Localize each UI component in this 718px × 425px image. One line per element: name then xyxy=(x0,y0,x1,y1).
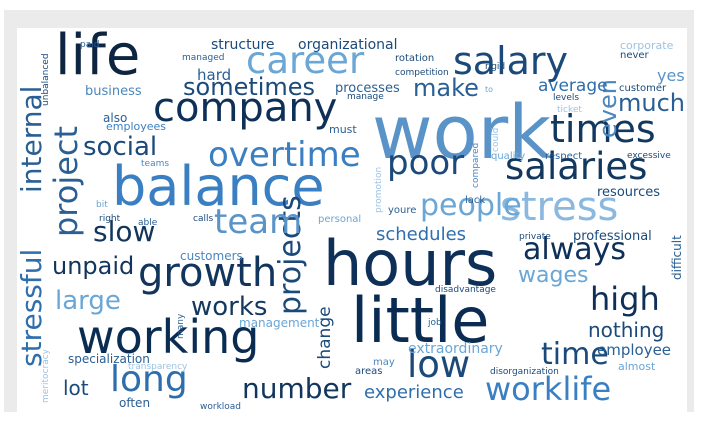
cloud-word: many xyxy=(176,313,186,339)
cloud-word: areas xyxy=(355,366,383,377)
cloud-word: long xyxy=(110,359,188,400)
cloud-word: resources xyxy=(597,185,661,200)
cloud-word: workload xyxy=(200,402,242,412)
cloud-word: management xyxy=(239,316,320,330)
cloud-word: disorganization xyxy=(490,367,559,377)
cloud-word: little xyxy=(351,284,490,357)
cloud-word: employees xyxy=(106,120,167,133)
cloud-word: worklife xyxy=(485,370,612,408)
cloud-word: sometimes xyxy=(183,73,316,101)
cloud-word: average xyxy=(538,76,608,96)
cloud-word: disadvantage xyxy=(435,285,496,295)
cloud-word: much xyxy=(618,89,685,117)
cloud-word: organizational xyxy=(298,37,398,53)
cloud-word: salary xyxy=(453,39,569,83)
cloud-word: able xyxy=(138,218,158,228)
cloud-word: stress xyxy=(500,184,619,230)
cloud-word: compared xyxy=(471,142,481,188)
cloud-word: always xyxy=(523,232,627,267)
cloud-word: professional xyxy=(573,229,652,244)
cloud-word: employee xyxy=(597,341,672,359)
cloud-word: structure xyxy=(211,37,275,53)
cloud-word: ticket xyxy=(557,105,582,115)
cloud-word: rigid xyxy=(485,62,506,72)
cloud-word: excessive xyxy=(627,151,671,161)
cloud-word: processes xyxy=(335,81,400,96)
cloud-word: job xyxy=(428,318,442,328)
cloud-word: to xyxy=(485,85,494,94)
cloud-word: wages xyxy=(518,263,589,288)
cloud-word: high xyxy=(590,280,660,318)
cloud-word: salaries xyxy=(505,145,648,188)
cloud-word: personal xyxy=(318,214,362,225)
cloud-word: customers xyxy=(180,249,243,263)
cloud-word: promotion xyxy=(374,166,384,213)
cloud-word: quality xyxy=(491,151,526,162)
cloud-word: nothing xyxy=(588,318,665,342)
cloud-word: transparency xyxy=(128,362,188,372)
cloud-word: large xyxy=(55,286,121,316)
cloud-word: unpaid xyxy=(52,252,135,280)
cloud-word: lack xyxy=(465,195,486,206)
cloud-word: unbalanced xyxy=(41,53,51,106)
cloud-word: change xyxy=(315,306,335,369)
cloud-word: levels xyxy=(553,93,580,103)
cloud-word: manage xyxy=(347,92,384,102)
cloud-word: competition xyxy=(395,68,449,78)
cloud-word: works xyxy=(191,292,268,322)
cloud-word: paid xyxy=(80,40,100,50)
cloud-word: time xyxy=(541,337,609,372)
cloud-word: career xyxy=(246,39,365,82)
cloud-word: life xyxy=(55,28,141,88)
cloud-word: lot xyxy=(63,376,89,400)
cloud-word: hard xyxy=(197,66,232,84)
cloud-word: company xyxy=(153,85,338,131)
cloud-word: team xyxy=(214,202,303,242)
cloud-word: also xyxy=(103,111,128,125)
cloud-word: right xyxy=(99,214,121,224)
cloud-word: customer xyxy=(619,83,667,94)
cloud-word: extraordinary xyxy=(408,341,503,357)
cloud-word: respect xyxy=(545,151,583,162)
cloud-word: often xyxy=(119,396,151,410)
cloud-word: people xyxy=(420,188,522,223)
cloud-word: meritocracy xyxy=(41,349,51,403)
cloud-word: yes xyxy=(657,66,685,85)
cloud-word: teams xyxy=(141,159,170,169)
cloud-word: working xyxy=(77,310,260,364)
cloud-word: managed xyxy=(182,53,225,63)
cloud-word: bit xyxy=(96,200,108,210)
cloud-word: never xyxy=(620,50,649,61)
cloud-word: youre xyxy=(388,205,417,216)
cloud-word: must xyxy=(329,123,357,136)
word-cloud: work hours little balance life company stress s… xyxy=(17,28,687,413)
cloud-word: poor xyxy=(387,143,465,183)
cloud-word: work xyxy=(372,90,552,176)
cloud-word: hours xyxy=(323,227,498,300)
cloud-word: specialization xyxy=(68,352,150,366)
cloud-word: difficult xyxy=(670,235,684,280)
cloud-word: low xyxy=(407,343,471,386)
cloud-word: balance xyxy=(112,155,325,218)
cloud-word: times xyxy=(550,107,656,151)
cloud-word: almost xyxy=(618,360,656,373)
image-frame: work hours little balance life company stress s… xyxy=(4,10,694,413)
cloud-word: slow xyxy=(93,215,156,248)
cloud-word: make xyxy=(413,74,479,102)
cloud-word: social xyxy=(83,132,158,162)
cloud-word: corporate xyxy=(620,39,674,52)
cloud-word: number xyxy=(242,372,352,405)
cloud-word: may xyxy=(373,357,395,368)
cloud-word: overtime xyxy=(208,135,361,175)
cloud-word: calls xyxy=(193,214,214,224)
cloud-word: business xyxy=(85,84,142,99)
cloud-word: private xyxy=(519,232,551,242)
cloud-word: rotation xyxy=(395,53,435,64)
cloud-word: experience xyxy=(364,382,464,403)
cloud-word: project xyxy=(47,125,85,237)
cloud-word: schedules xyxy=(376,224,467,245)
cloud-word: could xyxy=(491,127,501,152)
cloud-word: growth xyxy=(138,250,278,296)
